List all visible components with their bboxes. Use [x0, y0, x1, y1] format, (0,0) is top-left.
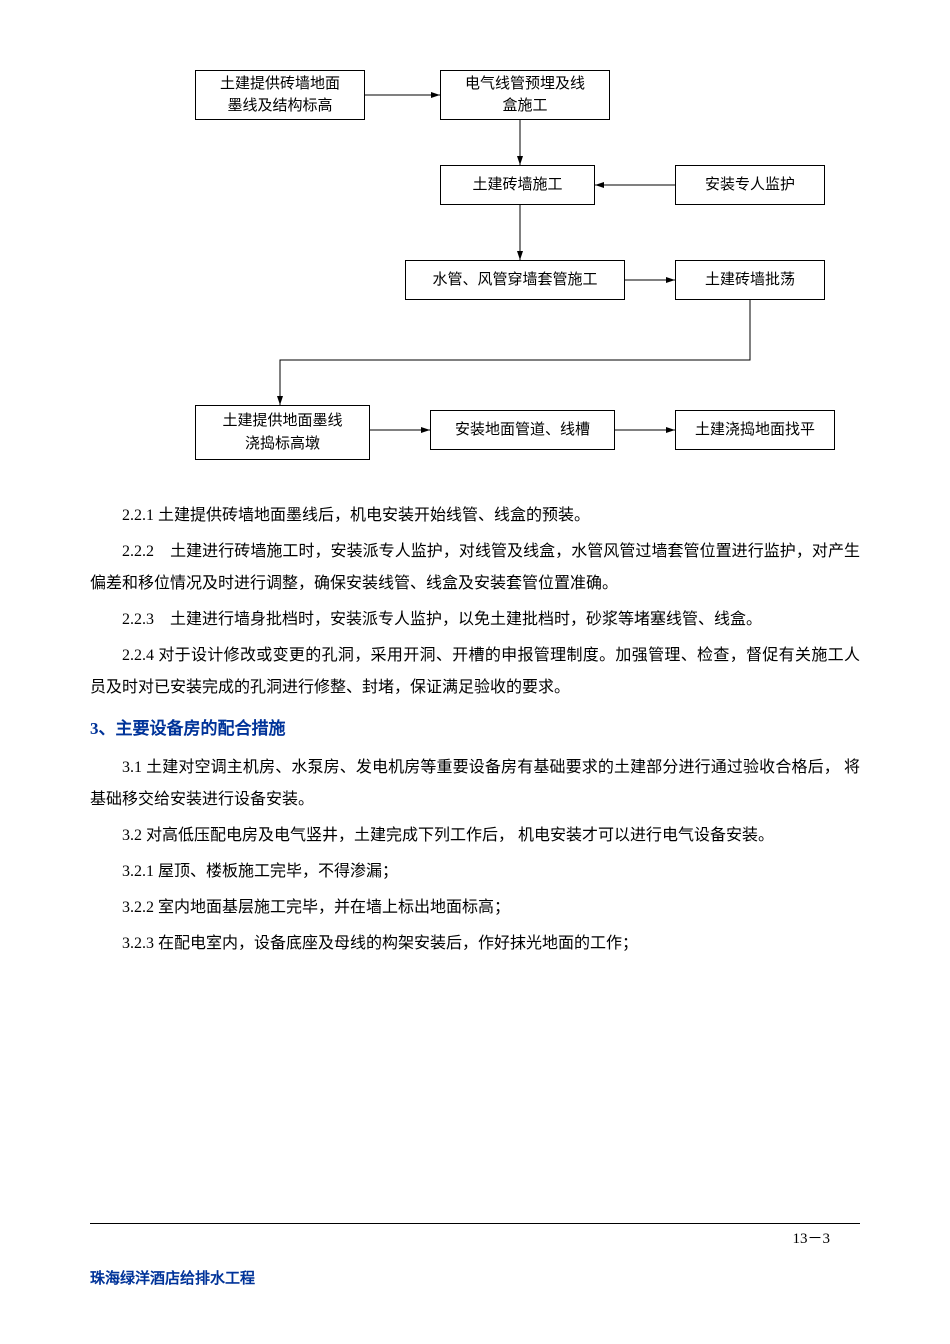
- para-31: 3.1 土建对空调主机房、水泵房、发电机房等重要设备房有基础要求的土建部分进行通…: [90, 752, 860, 816]
- page-number: 13－3: [792, 1224, 830, 1254]
- para-322: 3.2.2 室内地面基层施工完毕，并在墙上标出地面标高；: [90, 892, 860, 924]
- footer-label: 珠海绿洋酒店给排水工程: [90, 1264, 255, 1294]
- flow-node-n5: 水管、风管穿墙套管施工: [405, 260, 625, 300]
- flow-node-n2: 电气线管预埋及线盒施工: [440, 70, 610, 120]
- para-321: 3.2.1 屋顶、楼板施工完毕，不得渗漏；: [90, 856, 860, 888]
- flowchart-diagram: 土建提供砖墙地面墨线及结构标高 电气线管预埋及线盒施工土建砖墙施工 安装专人监护水管…: [115, 60, 835, 480]
- flow-node-n4: 安装专人监护: [675, 165, 825, 205]
- flow-node-n8: 安装地面管道、线槽: [430, 410, 615, 450]
- flow-node-n6: 土建砖墙批荡: [675, 260, 825, 300]
- footer-divider: [90, 1223, 860, 1224]
- flow-node-n3: 土建砖墙施工: [440, 165, 595, 205]
- para-221: 2.2.1 土建提供砖墙地面墨线后，机电安装开始线管、线盒的预装。: [90, 500, 860, 532]
- flow-node-n7: 土建提供地面墨线浇捣标高墩: [195, 405, 370, 460]
- flow-node-n9: 土建浇捣地面找平: [675, 410, 835, 450]
- body-text: 2.2.1 土建提供砖墙地面墨线后，机电安装开始线管、线盒的预装。 2.2.2 …: [90, 500, 860, 960]
- flow-node-n1: 土建提供砖墙地面墨线及结构标高: [195, 70, 365, 120]
- para-224: 2.2.4 对于设计修改或变更的孔洞，采用开洞、开槽的申报管理制度。加强管理、检…: [90, 640, 860, 704]
- para-323: 3.2.3 在配电室内，设备底座及母线的构架安装后，作好抹光地面的工作；: [90, 928, 860, 960]
- para-222: 2.2.2 土建进行砖墙施工时，安装派专人监护，对线管及线盒，水管风管过墙套管位…: [90, 536, 860, 600]
- section-heading-3: 3、主要设备房的配合措施: [90, 712, 860, 746]
- para-223: 2.2.3 土建进行墙身批档时，安装派专人监护，以免土建批档时，砂浆等堵塞线管、…: [90, 604, 860, 636]
- flow-edge-n6-n7: [280, 300, 750, 405]
- para-32: 3.2 对高低压配电房及电气竖井，土建完成下列工作后， 机电安装才可以进行电气设…: [90, 820, 860, 852]
